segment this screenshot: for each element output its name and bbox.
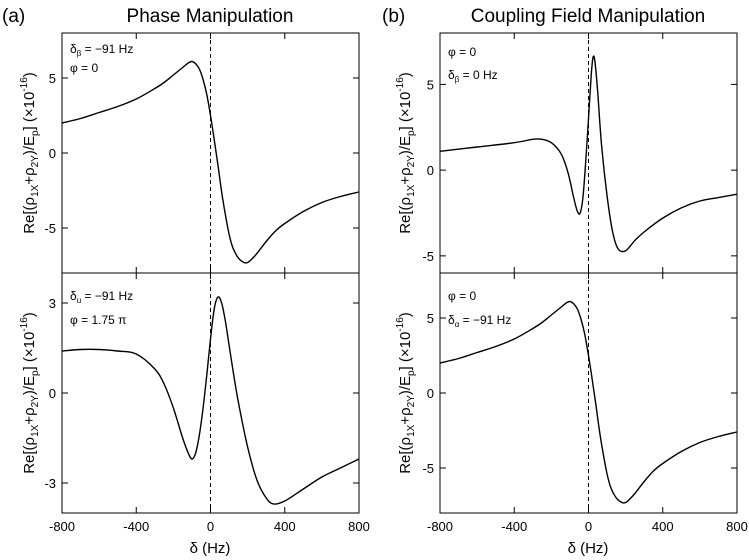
y-tick-label-a-bottom-2: 3 xyxy=(49,296,56,311)
y-axis-label-b-bottom: Re[(ρ1X+ρ2Y)/Ep] (×10-16) xyxy=(395,312,417,474)
svg-text:Re[(ρ1X+ρ2Y)/Ep] (×10-16): Re[(ρ1X+ρ2Y)/Ep] (×10-16) xyxy=(19,72,41,234)
annotation-a-bottom-2: φ = 1.75 π xyxy=(70,313,126,327)
x-tick-label-a-bottom-0: -800 xyxy=(49,519,75,534)
y-tick-label-b-bottom-2: 5 xyxy=(427,311,434,326)
svg-text:Re[(ρ1X+ρ2Y)/Ep] (×10-16): Re[(ρ1X+ρ2Y)/Ep] (×10-16) xyxy=(395,312,417,474)
annotations-b-bottom: φ = 0 δα = −91 Hz xyxy=(448,289,511,329)
series-line-b-bottom-0 xyxy=(439,300,738,504)
y-tick-label-a-top-0: -5 xyxy=(44,221,56,236)
x-tick-label-a-bottom-1: -400 xyxy=(123,519,149,534)
panel-b-title: Coupling Field Manipulation xyxy=(471,6,705,27)
annotation-a-top-1: δβ = −91 Hz xyxy=(70,42,133,58)
x-tick-label-a-bottom-2: 0 xyxy=(207,519,214,534)
x-tick-label-b-bottom-2: 0 xyxy=(585,519,592,534)
y-tick-label-b-top-2: 5 xyxy=(427,77,434,92)
y-tick-label-a-top-2: 5 xyxy=(49,71,56,86)
annotation-b-top-1: φ = 0 xyxy=(448,45,476,59)
x-tick-label-a-bottom-4: 800 xyxy=(348,519,370,534)
series-line-a-top-0 xyxy=(61,60,360,264)
annotation-b-bottom-1: φ = 0 xyxy=(448,289,476,303)
y-tick-label-a-bottom-0: -3 xyxy=(44,476,56,491)
y-tick-label-b-bottom-0: -5 xyxy=(422,461,434,476)
y-axis-label-a-bottom: Re[(ρ1X+ρ2Y)/Ep] (×10-16) xyxy=(19,312,41,474)
y-tick-label-b-top-1: 0 xyxy=(427,163,434,178)
y-axis-label-b-top: Re[(ρ1X+ρ2Y)/Ep] (×10-16) xyxy=(395,72,417,234)
x-tick-label-a-bottom-3: 400 xyxy=(274,519,296,534)
annotation-a-bottom-1: δu = −91 Hz xyxy=(70,289,133,305)
annotations-a-top: δβ = −91 Hz φ = 0 xyxy=(70,42,133,75)
x-axis-label-a: δ (Hz) xyxy=(190,540,231,557)
panel-a-title: Phase Manipulation xyxy=(127,6,294,27)
y-tick-label-a-top-1: 0 xyxy=(49,146,56,161)
annotations-b-top: φ = 0 δβ = 0 Hz xyxy=(448,45,498,84)
y-axis-label-a-top: Re[(ρ1X+ρ2Y)/Ep] (×10-16) xyxy=(19,72,41,234)
svg-text:Re[(ρ1X+ρ2Y)/Ep] (×10-16): Re[(ρ1X+ρ2Y)/Ep] (×10-16) xyxy=(19,312,41,474)
annotation-b-bottom-2: δα = −91 Hz xyxy=(448,313,511,329)
svg-text:Re[(ρ1X+ρ2Y)/Ep] (×10-16): Re[(ρ1X+ρ2Y)/Ep] (×10-16) xyxy=(395,72,417,234)
y-tick-label-b-bottom-1: 0 xyxy=(427,386,434,401)
x-tick-label-b-bottom-4: 800 xyxy=(726,519,748,534)
panel-b-letter: (b) xyxy=(382,6,405,27)
panel-a-letter: (a) xyxy=(2,6,25,27)
x-tick-label-b-bottom-0: -800 xyxy=(427,519,453,534)
x-tick-label-b-bottom-3: 400 xyxy=(652,519,674,534)
series-line-a-bottom-0 xyxy=(61,296,360,505)
annotations-a-bottom: δu = −91 Hz φ = 1.75 π xyxy=(70,289,133,327)
x-tick-label-b-bottom-1: -400 xyxy=(501,519,527,534)
annotation-a-top-2: φ = 0 xyxy=(70,61,98,75)
annotation-b-top-2: δβ = 0 Hz xyxy=(448,68,498,84)
plot-layer: -5 0 5 -3 0 3 -800 -400 0 400 800 -5 0 5 -5 0 5 -800 -400 0… xyxy=(44,33,748,534)
y-tick-label-b-top-0: -5 xyxy=(422,249,434,264)
series-line-b-top-0 xyxy=(439,55,738,253)
x-axis-label-b: δ (Hz) xyxy=(568,540,609,557)
y-tick-label-a-bottom-1: 0 xyxy=(49,386,56,401)
